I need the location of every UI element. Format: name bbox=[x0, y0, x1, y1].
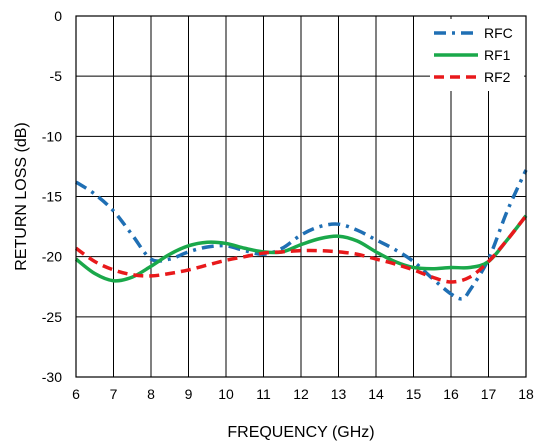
y-tick-label: -30 bbox=[42, 369, 62, 385]
y-tick-label: -25 bbox=[42, 309, 62, 325]
series-line-rf2 bbox=[74, 214, 528, 284]
x-axis-title: FREQUENCY (GHz) bbox=[227, 424, 374, 441]
y-tick-label: -15 bbox=[42, 189, 62, 205]
x-tick-label: 12 bbox=[293, 386, 309, 402]
x-tick-label: 10 bbox=[218, 386, 234, 402]
y-tick-label: -10 bbox=[42, 128, 62, 144]
series-line-rfc bbox=[75, 169, 528, 301]
series-lines bbox=[74, 169, 528, 301]
y-tick-label: -20 bbox=[42, 249, 62, 265]
plot-frame bbox=[75, 15, 527, 378]
x-tick-label: 18 bbox=[518, 386, 534, 402]
series-line-rf1 bbox=[74, 214, 528, 283]
x-tick-label: 15 bbox=[406, 386, 422, 402]
y-tick-label: 0 bbox=[54, 8, 62, 24]
x-tick-label: 16 bbox=[443, 386, 459, 402]
x-tick-label: 11 bbox=[256, 386, 271, 402]
legend-label-rf2: RF2 bbox=[484, 69, 511, 85]
x-tick-label: 14 bbox=[368, 386, 384, 402]
x-tick-label: 9 bbox=[185, 386, 193, 402]
x-tick-label: 17 bbox=[481, 386, 497, 402]
legend: RFC RF1 RF2 bbox=[430, 19, 524, 91]
legend-label-rfc: RFC bbox=[484, 25, 513, 41]
x-tick-label: 13 bbox=[331, 386, 347, 402]
legend-label-rf1: RF1 bbox=[484, 47, 511, 63]
x-tick-label: 8 bbox=[147, 386, 155, 402]
x-tick-label: 7 bbox=[110, 386, 118, 402]
y-axis-title: RETURN LOSS (dB) bbox=[13, 122, 30, 270]
tick-labels: 6 7 8 9 10 11 12 13 14 15 16 17 18 0 -5 -10 -15 -20 -25 -30 bbox=[42, 8, 534, 402]
y-tick-label: -5 bbox=[50, 68, 63, 84]
x-tick-label: 6 bbox=[72, 386, 80, 402]
